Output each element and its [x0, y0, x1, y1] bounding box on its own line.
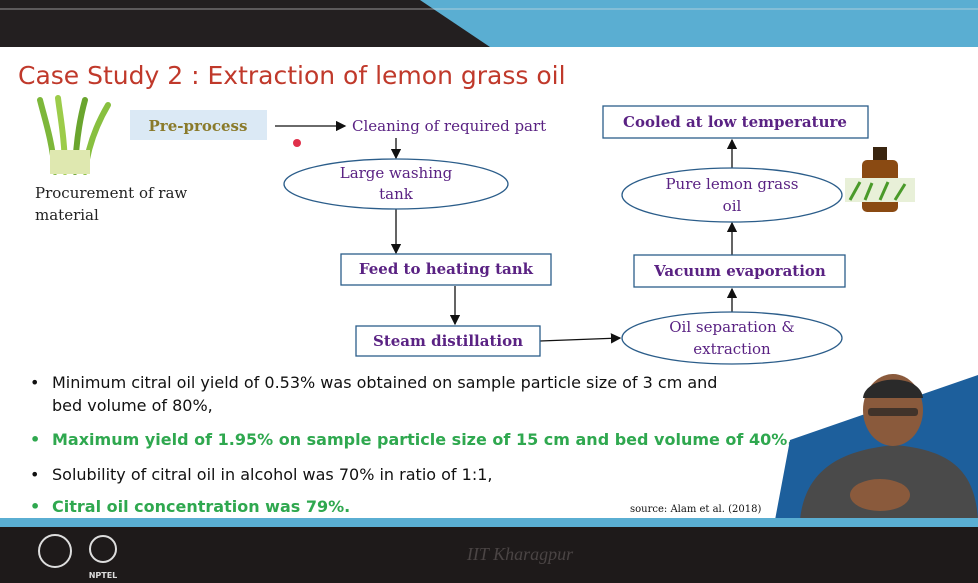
bullets: • Minimum citral oil yield of 0.53% was …: [30, 373, 793, 516]
procurement-label: material: [35, 206, 99, 224]
node-label: tank: [379, 185, 414, 203]
node-label: Oil separation &: [669, 318, 795, 336]
bullet-text: Maximum yield of 1.95% on sample particl…: [52, 430, 793, 449]
svg-text:•: •: [30, 465, 39, 484]
oil-bottle-image: [845, 147, 915, 212]
svg-text:•: •: [30, 497, 40, 516]
footer-accent: [0, 518, 978, 527]
bullet-text: Citral oil concentration was 79%.: [52, 497, 350, 516]
lemongrass-image: [40, 98, 108, 174]
node-label: Pure lemon grass: [665, 175, 798, 193]
node-label: Large washing: [340, 164, 453, 182]
svg-text:•: •: [30, 430, 40, 449]
bullet-text: bed volume of 80%,: [52, 396, 213, 415]
bullet-text: Minimum citral oil yield of 0.53% was ob…: [52, 373, 717, 392]
node-label: Cleaning of required part: [352, 117, 546, 135]
node-label: Vacuum evaporation: [653, 262, 826, 280]
node-label: Cooled at low temperature: [623, 113, 847, 131]
title: Case Study 2 : Extraction of lemon grass…: [18, 61, 566, 90]
source: source: Alam et al. (2018): [630, 504, 761, 515]
preprocess-label: Pre-process: [149, 117, 248, 135]
nptel-label: NPTEL: [89, 571, 118, 580]
node-label: oil: [723, 197, 742, 215]
presenter-video: [775, 374, 978, 520]
node-label: Feed to heating tank: [359, 260, 534, 278]
bullet-text: Solubility of citral oil in alcohol was …: [52, 465, 492, 484]
procurement-label: Procurement of raw: [35, 184, 187, 202]
slide: Case Study 2 : Extraction of lemon grass…: [0, 0, 978, 583]
institute: IIT Kharagpur: [466, 544, 574, 564]
arrows: [275, 126, 732, 341]
node-label: extraction: [693, 340, 771, 358]
top-accent: [420, 0, 978, 47]
node-label: Steam distillation: [373, 332, 523, 350]
svg-text:•: •: [30, 373, 39, 392]
